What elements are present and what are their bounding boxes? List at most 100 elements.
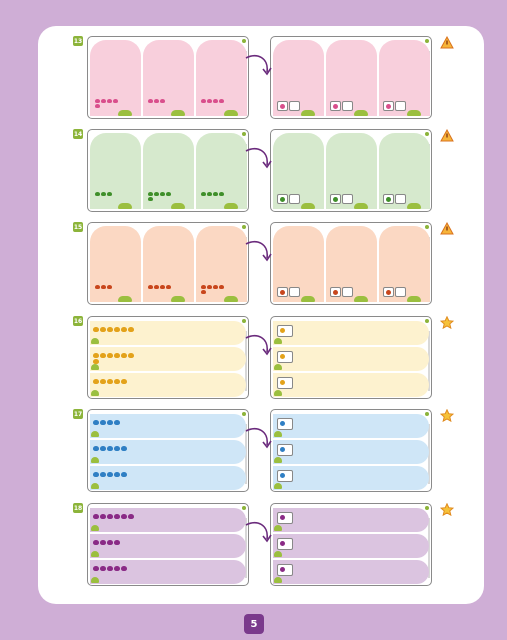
animal-group [148, 192, 172, 201]
animal-group [93, 379, 139, 384]
dice-dot-icon [280, 290, 285, 295]
dice-tile-icon[interactable] [383, 194, 394, 204]
dice-tile-icon[interactable] [289, 287, 300, 297]
dice-tile-icon[interactable] [330, 287, 341, 297]
animal-icon [201, 99, 206, 103]
dice-tile-icon[interactable] [277, 564, 293, 576]
bush-icon [274, 525, 282, 531]
animal-group [95, 285, 119, 289]
animal-icon [219, 285, 224, 289]
bush-icon [301, 296, 315, 302]
dice-tile-icon[interactable] [277, 377, 293, 389]
card-row [273, 466, 429, 490]
answer-card [270, 316, 432, 399]
bush-icon [407, 296, 421, 302]
bush-icon [91, 364, 99, 370]
animal-icon [95, 99, 100, 103]
animal-icon [100, 353, 106, 358]
card-corner-dot [425, 39, 429, 43]
animal-icon [114, 327, 120, 332]
dice-tile-icon[interactable] [383, 287, 394, 297]
dice-dot-icon [280, 380, 285, 385]
animal-icon [107, 285, 112, 289]
count-card [87, 129, 249, 212]
dice-tile-icon[interactable] [395, 287, 406, 297]
exercise-number: 15 [73, 222, 83, 232]
dice-tile-icon[interactable] [330, 194, 341, 204]
dice-tile-icon[interactable] [395, 101, 406, 111]
exercise-number: 17 [73, 409, 83, 419]
card-corner-dot [242, 506, 246, 510]
card-side-strip [245, 424, 247, 484]
dice-tile-icon[interactable] [342, 194, 353, 204]
animal-icon [101, 192, 106, 196]
dice-tile-icon[interactable] [277, 287, 288, 297]
curved-arrow-icon [245, 240, 272, 262]
card-corner-dot [242, 132, 246, 136]
dice-tile-icon[interactable] [277, 512, 293, 524]
dice-tile-icon[interactable] [277, 194, 288, 204]
dice-tile-icon[interactable] [277, 444, 293, 456]
bush-icon [354, 203, 368, 209]
animal-icon [100, 540, 106, 545]
dice-tile-icon[interactable] [277, 351, 293, 363]
dice-tile-icon[interactable] [342, 287, 353, 297]
animal-icon [114, 353, 120, 358]
count-card [87, 316, 249, 399]
dice-tile-icon[interactable] [289, 194, 300, 204]
bush-icon [274, 483, 282, 489]
animal-group [95, 99, 119, 108]
dice-dot-icon [280, 197, 285, 202]
animal-icon [128, 353, 134, 358]
animal-group [148, 99, 172, 103]
dice-tile-icon[interactable] [277, 418, 293, 430]
animal-icon [213, 99, 218, 103]
card-column [196, 40, 247, 116]
animal-icon [121, 327, 127, 332]
dice-tile-icon[interactable] [289, 101, 300, 111]
card-corner-dot [242, 412, 246, 416]
card-corner-dot [425, 225, 429, 229]
curved-arrow-icon [245, 427, 272, 449]
card-corner-dot [242, 319, 246, 323]
dice-tile-icon[interactable] [342, 101, 353, 111]
animal-icon [114, 420, 120, 425]
animal-icon [114, 472, 120, 477]
answer-card [270, 409, 432, 492]
dice-tile-icon[interactable] [277, 101, 288, 111]
animal-group [93, 540, 139, 545]
animal-icon [100, 379, 106, 384]
dice-tile-icon[interactable] [383, 101, 394, 111]
dice-tile-icon[interactable] [395, 194, 406, 204]
animal-icon [107, 379, 113, 384]
dice-tile-icon[interactable] [277, 470, 293, 482]
animal-icon [114, 566, 120, 571]
card-row [90, 414, 246, 438]
bush-icon [301, 203, 315, 209]
dice-tile-icon[interactable] [277, 325, 293, 337]
animal-icon [160, 192, 165, 196]
bush-icon [301, 110, 315, 116]
bush-icon [224, 296, 238, 302]
dice-tile-icon[interactable] [277, 538, 293, 550]
animal-icon [100, 514, 106, 519]
animal-icon [121, 353, 127, 358]
animal-icon [148, 285, 153, 289]
dice-dot-icon [280, 104, 285, 109]
animal-icon [93, 353, 99, 358]
card-corner-dot [425, 412, 429, 416]
dice-dot-icon [280, 567, 285, 572]
animal-icon [213, 192, 218, 196]
animal-icon [107, 192, 112, 196]
animal-icon [107, 446, 113, 451]
count-card [87, 222, 249, 305]
dice-dot-icon [280, 473, 285, 478]
animal-icon [114, 446, 120, 451]
dice-tile-icon[interactable] [330, 101, 341, 111]
animal-icon [166, 285, 171, 289]
card-side-strip [245, 518, 247, 578]
animal-icon [201, 285, 206, 289]
card-column [143, 226, 194, 302]
card-row [273, 373, 429, 397]
dice-dot-icon [280, 354, 285, 359]
